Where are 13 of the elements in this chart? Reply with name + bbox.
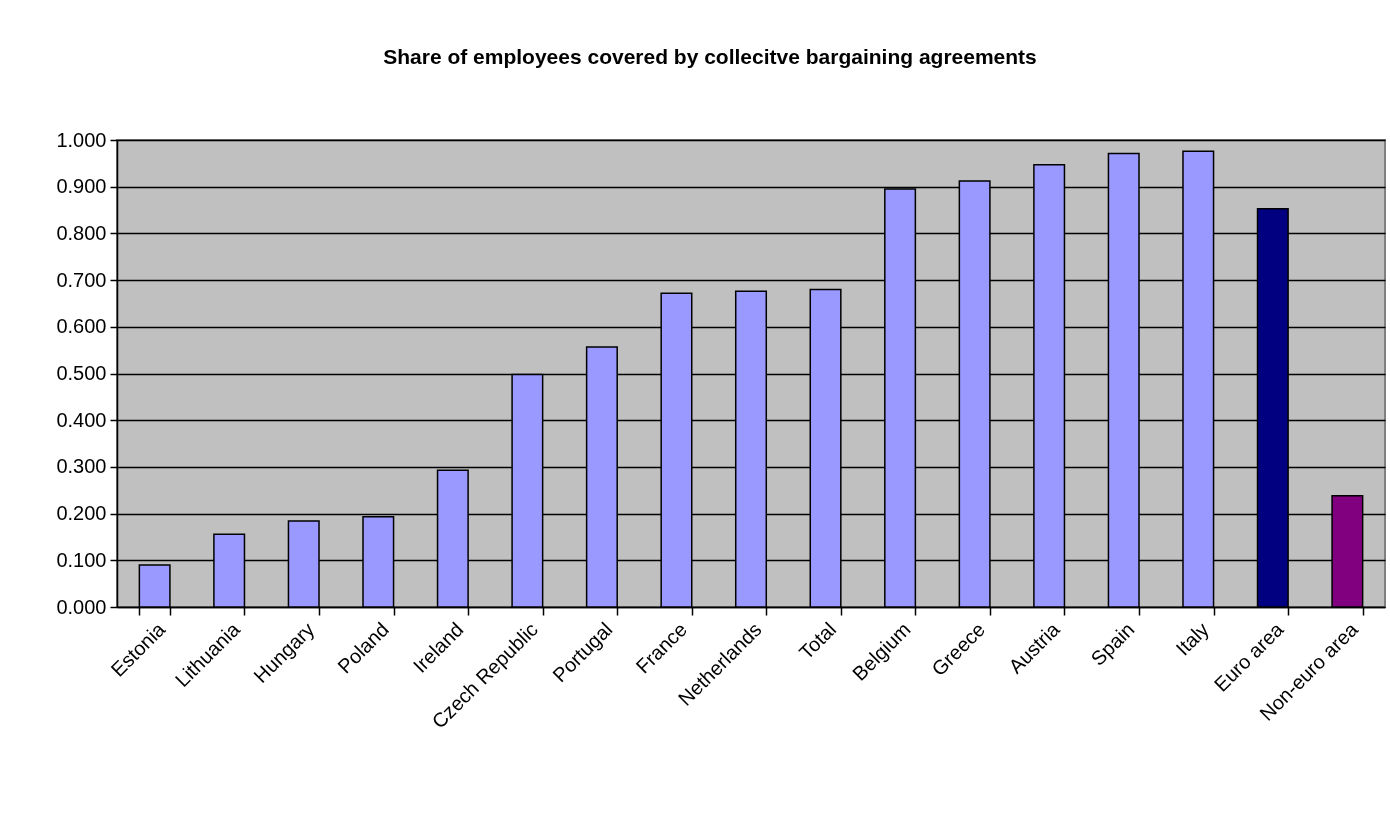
y-tick-label: 0.600 <box>56 315 107 338</box>
y-tick-label: 0.500 <box>56 362 107 384</box>
y-tick-label: 0.400 <box>56 408 107 431</box>
chart-title: Share of employees covered by collecitve bargaining agreements <box>383 45 1037 68</box>
x-tick-label: Italy <box>1171 618 1213 660</box>
y-tick-label: 0.200 <box>56 502 107 525</box>
y-tick-label: 0.300 <box>56 455 107 478</box>
y-tick-label: 0.800 <box>56 221 107 244</box>
y-tick-label: 0.900 <box>56 175 107 198</box>
y-tick-label: 0.000 <box>56 595 107 618</box>
y-tick-label: 0.700 <box>56 268 107 291</box>
y-tick-label: 0.100 <box>56 548 107 571</box>
y-tick-label: 1.000 <box>56 128 107 151</box>
